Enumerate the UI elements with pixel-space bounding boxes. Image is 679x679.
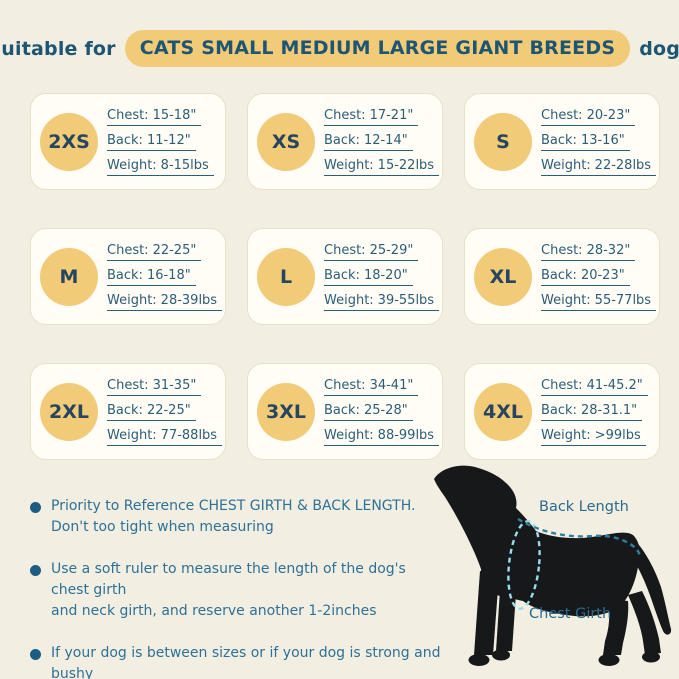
size-badge: 2XS: [40, 112, 98, 171]
chest-line: Chest: 17-21": [324, 108, 419, 126]
dog-illustration: Back Length Chest Girth: [434, 465, 672, 666]
weight-line: Weight: 8-15lbs: [107, 158, 214, 176]
size-card-4xl: 4XL Chest: 41-45.2" Back: 28-31.1" Weight:…: [464, 363, 660, 460]
weight-line: Weight: 28-39lbs: [107, 293, 223, 311]
dog-front-paw: [468, 654, 490, 666]
size-card-xs: XS Chest: 17-21" Back: 12-14" Weight: 15-22…: [247, 93, 443, 190]
size-card-l: L Chest: 25-29" Back: 18-20" Weight: 39-55l…: [247, 228, 443, 325]
chest-line: Chest: 25-29": [324, 243, 419, 261]
size-card-xl: XL Chest: 28-32" Back: 20-23" Weight: 55-77…: [464, 228, 660, 325]
tip-item: If your dog is between sizes or if your …: [30, 643, 442, 679]
breeds-highlight: CATS SMALL MEDIUM LARGE GIANT BREEDS: [124, 30, 631, 67]
back-line: Back: 13-16": [541, 133, 630, 151]
size-badge: 2XL: [40, 382, 98, 441]
size-badge: 4XL: [474, 382, 532, 441]
size-card-m: M Chest: 22-25" Back: 16-18" Weight: 28-39l…: [30, 228, 226, 325]
back-line: Back: 18-20": [324, 268, 413, 286]
bullet-dot-icon: [30, 565, 41, 576]
header-suffix: dogs: [639, 37, 679, 60]
dog-rear-paw: [598, 654, 620, 666]
back-line: Back: 20-23": [541, 268, 630, 286]
back-line: Back: 22-25": [107, 403, 196, 421]
size-badge: S: [474, 112, 532, 171]
weight-line: Weight: 39-55lbs: [324, 293, 440, 311]
chest-line: Chest: 34-41": [324, 378, 419, 396]
weight-line: Weight: 15-22lbs: [324, 158, 440, 176]
chest-line: Chest: 22-25": [107, 243, 202, 261]
size-badge: L: [257, 247, 315, 306]
weight-line: Weight: 88-99lbs: [324, 428, 440, 446]
tip-item: Priority to Reference CHEST GIRTH & BACK…: [30, 496, 442, 538]
size-badge: XL: [474, 247, 532, 306]
size-badge: XS: [257, 112, 315, 171]
chest-line: Chest: 28-32": [541, 243, 636, 261]
weight-line: Weight: >99lbs: [541, 428, 646, 446]
dog-front-paw-far: [492, 649, 510, 661]
chest-line: Chest: 41-45.2": [541, 378, 648, 396]
measuring-tips: Priority to Reference CHEST GIRTH & BACK…: [30, 496, 442, 679]
header: Suitable for CATS SMALL MEDIUM LARGE GIA…: [0, 30, 679, 67]
back-line: Back: 16-18": [107, 268, 196, 286]
chest-line: Chest: 31-35": [107, 378, 202, 396]
weight-line: Weight: 55-77lbs: [541, 293, 657, 311]
chest-line: Chest: 20-23": [541, 108, 636, 126]
size-card-grid: 2XS Chest: 15-18" Back: 11-12" Weight: 8-15…: [30, 93, 660, 460]
chest-girth-line: [507, 520, 541, 610]
chest-line: Chest: 15-18": [107, 108, 202, 126]
dog-front-leg: [474, 571, 499, 655]
size-card-2xs: 2XS Chest: 15-18" Back: 11-12" Weight: 8-15…: [30, 93, 226, 190]
dog-body: [434, 465, 640, 617]
bullet-dot-icon: [30, 649, 41, 660]
back-line: Back: 12-14": [324, 133, 413, 151]
back-line: Back: 11-12": [107, 133, 196, 151]
dog-rear-leg: [603, 599, 629, 655]
back-length-line: [517, 517, 642, 557]
back-length-label: Back Length: [539, 499, 629, 515]
chest-girth-label: Chest Girth: [529, 606, 611, 622]
weight-line: Weight: 77-88lbs: [107, 428, 223, 446]
dog-rear-leg-far: [628, 591, 661, 655]
size-badge: 3XL: [257, 382, 315, 441]
dog-rear-paw-far: [642, 651, 660, 663]
bullet-dot-icon: [30, 502, 41, 513]
size-card-s: S Chest: 20-23" Back: 13-16" Weight: 22-28l…: [464, 93, 660, 190]
back-line: Back: 28-31.1": [541, 403, 643, 421]
size-card-3xl: 3XL Chest: 34-41" Back: 25-28" Weight: 88-9…: [247, 363, 443, 460]
size-badge: M: [40, 247, 98, 306]
size-card-2xl: 2XL Chest: 31-35" Back: 22-25" Weight: 77-8…: [30, 363, 226, 460]
header-prefix: Suitable for: [0, 37, 116, 60]
weight-line: Weight: 22-28lbs: [541, 158, 657, 176]
dog-tail: [626, 539, 672, 635]
tip-item: Use a soft ruler to measure the length o…: [30, 559, 442, 622]
dog-front-leg-far: [496, 575, 517, 651]
back-line: Back: 25-28": [324, 403, 413, 421]
